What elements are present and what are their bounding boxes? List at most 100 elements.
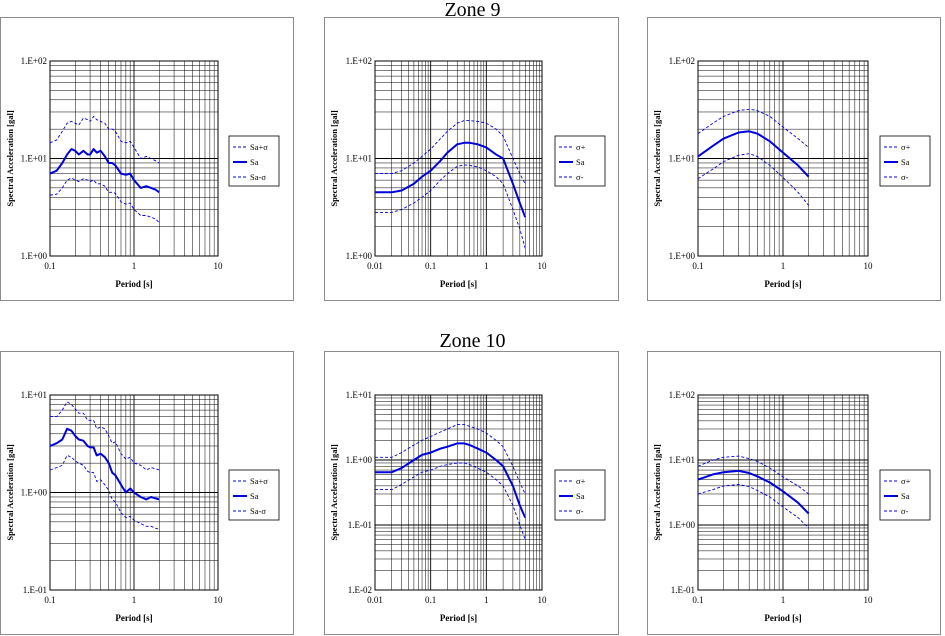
plot-frame [374,394,543,591]
x-tick-label: 1 [781,595,786,605]
chart-zone9-middle: 0.01 0.1 1 10 1.E+00 1.E+01 1.E+02 Period [s] Sp… [329,56,606,289]
y-tick-label: 1.E-02 [348,585,372,595]
x-tick-label: 10 [214,595,224,605]
y-axis-label: Spectral Acceleration [gal] [329,110,339,206]
series-line-upper [697,455,809,495]
legend-label: Sa [250,491,259,501]
legend: Sa+σ Sa Sa-σ [228,135,280,187]
legend-label: σ- [576,172,584,182]
legend-label: σ- [901,506,909,516]
x-tick-label: 10 [864,261,874,271]
y-tick-label: 1.E+01 [669,455,695,465]
grid [49,61,218,257]
legend-label: σ+ [901,142,911,152]
series-line-upper [375,120,526,185]
x-axis-label: Period [s] [115,613,152,623]
series-line-mean [697,130,810,178]
legend-label: Sa+σ [250,142,268,152]
legend-label: Sa [576,491,585,501]
x-tick-label: 0.1 [425,595,436,605]
legend-label: σ- [901,172,909,182]
y-tick-label: 1.E+01 [21,154,47,164]
legend-label: σ+ [576,476,586,486]
y-tick-label: 1.E+02 [21,56,47,66]
y-tick-label: 1.E+02 [669,390,695,400]
y-tick-label: 1.E+01 [346,390,372,400]
plot-frame [697,394,869,591]
x-tick-label: 10 [538,595,548,605]
legend: σ+ Sa σ- [879,469,931,521]
y-tick-label: 1.E-01 [23,585,47,595]
x-tick-label: 10 [538,261,548,271]
chart-zone9-right: 0.1 1 10 1.E+00 1.E+01 1.E+02 Period [s] Spectr… [652,56,931,289]
legend-label: Sa-σ [250,506,266,516]
x-tick-label: 0.1 [425,261,436,271]
y-tick-label: 1.E-01 [671,585,695,595]
legend-label: Sa [576,157,585,167]
y-tick-label: 1.E+01 [21,390,47,400]
series-line-mean [375,141,527,218]
y-axis-label: Spectral Acceleration [gal] [5,444,15,540]
x-tick-label: 0.1 [44,595,55,605]
x-tick-label: 0.1 [692,261,703,271]
chart-panel-zone9-middle: 0.01 0.1 1 10 1.E+00 1.E+01 1.E+02 Period [s] Sp… [324,17,619,301]
series-line-lower [49,177,160,223]
x-axis-label: Period [s] [115,279,152,289]
x-tick-label: 10 [214,261,224,271]
y-tick-label: 1.E+00 [346,455,373,465]
zone-9-title: Zone 9 [444,0,501,21]
x-axis-label: Period [s] [764,613,801,623]
legend-label: Sa-σ [250,172,266,182]
chart-zone9-left: 0.1 1 10 1.E+00 1.E+01 1.E+02 Period [s] Spectr… [5,56,280,289]
grid [697,61,868,257]
chart-panel-zone10-middle: 0.01 0.1 1 10 1.E-02 1.E-01 1.E+00 1.E+01 Period… [324,351,619,635]
y-tick-label: 1.E+02 [669,56,695,66]
series-line-lower [375,164,526,249]
legend: σ+ Sa σ- [554,469,606,521]
series-line-upper [49,115,160,164]
grid [374,395,542,591]
y-tick-label: 1.E-01 [348,520,372,530]
legend-label: Sa [250,157,259,167]
y-tick-label: 1.E+01 [669,154,695,164]
legend-label: Sa [901,491,910,501]
chart-panel-zone9-right: 0.1 1 10 1.E+00 1.E+01 1.E+02 Period [s] Spectr… [647,17,941,301]
x-tick-label: 0.01 [367,261,383,271]
y-axis-label: Spectral Acceleration [gal] [652,110,662,206]
y-axis-label: Spectral Acceleration [gal] [329,444,339,540]
chart-panel-zone9-left: 0.1 1 10 1.E+00 1.E+01 1.E+02 Period [s] Spectr… [0,17,294,301]
y-tick-label: 1.E+00 [669,520,696,530]
x-tick-label: 1 [132,595,137,605]
series-line-mean [49,427,160,501]
legend-label: Sa [901,157,910,167]
x-tick-label: 1 [484,595,489,605]
legend-label: σ+ [901,476,911,486]
legend-label: σ- [576,506,584,516]
legend: σ+ Sa σ- [554,135,606,187]
x-tick-label: 1 [132,261,137,271]
x-tick-label: 1 [484,261,489,271]
x-tick-label: 10 [864,595,874,605]
y-tick-label: 1.E+01 [346,154,372,164]
y-tick-label: 1.E+00 [21,251,48,261]
y-tick-label: 1.E+02 [346,56,372,66]
x-axis-label: Period [s] [764,279,801,289]
series-line-lower [375,462,526,540]
legend: σ+ Sa σ- [879,135,931,187]
plot-frame [49,60,219,257]
series-line-mean [375,442,527,519]
chart-zone10-left: 0.1 1 10 1.E-01 1.E+00 1.E+01 Period [s] Spectr… [5,390,280,623]
x-tick-label: 0.1 [44,261,55,271]
chart-zone10-middle: 0.01 0.1 1 10 1.E-02 1.E-01 1.E+00 1.E+01 Period… [329,390,606,623]
legend: Sa+σ Sa Sa-σ [228,469,280,521]
x-tick-label: 1 [781,261,786,271]
x-tick-label: 0.01 [367,595,383,605]
plot-frame [697,60,869,257]
plot-frame [49,394,219,591]
series-line-upper [375,424,526,495]
x-axis-label: Period [s] [440,613,477,623]
series-line-lower [697,153,809,206]
series-line-upper [50,401,160,471]
series-line-mean [49,148,160,194]
x-axis-label: Period [s] [440,279,477,289]
